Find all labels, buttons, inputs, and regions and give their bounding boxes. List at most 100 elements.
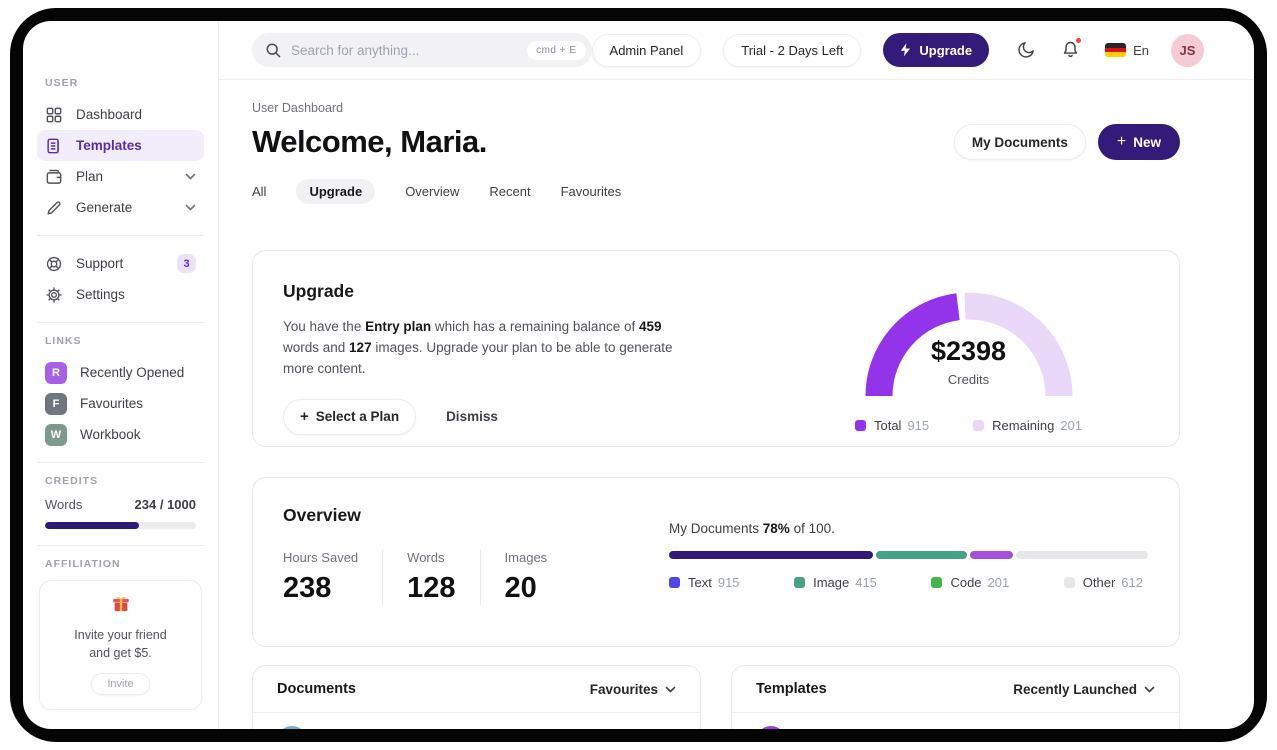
link-initial-badge: W	[45, 423, 67, 446]
language-selector[interactable]: En	[1105, 43, 1149, 58]
chevron-down-icon	[185, 204, 196, 211]
documents-card: Documents Favourites Untitled Document i…	[252, 665, 701, 729]
sidebar-item-label: Plan	[76, 169, 104, 184]
new-button[interactable]: + New	[1097, 124, 1180, 160]
credits-value: 234 / 1000	[134, 497, 196, 512]
sidebar-link-label: Favourites	[80, 396, 144, 411]
stat-words: Words 128	[382, 550, 479, 605]
search-input[interactable]	[291, 42, 519, 58]
invite-button[interactable]: Invite	[91, 673, 150, 695]
link-initial-badge: F	[45, 392, 67, 415]
select-plan-button[interactable]: + Select a Plan	[283, 398, 417, 435]
page-title: Welcome, Maria.	[252, 124, 487, 159]
tab-recent[interactable]: Recent	[489, 184, 531, 199]
trial-status-button[interactable]: Trial - 2 Days Left	[723, 33, 862, 67]
overview-card-title: Overview	[283, 505, 361, 525]
user-avatar[interactable]: JS	[1171, 33, 1204, 67]
templates-filter-dropdown[interactable]: Recently Launched	[1013, 682, 1155, 697]
legend-item-total: Total 915	[854, 418, 929, 433]
tab-favourites[interactable]: Favourites	[560, 184, 622, 199]
gear-icon	[46, 286, 62, 303]
sidebar-item-support[interactable]: Support 3	[37, 248, 204, 279]
legend-item-remaining: Remaining 201	[973, 418, 1082, 433]
device-frame: USER Dashboard Templates Plan Generate	[10, 8, 1267, 742]
app-window: USER Dashboard Templates Plan Generate	[23, 21, 1254, 729]
breadcrumb: User Dashboard	[252, 101, 344, 115]
legend-swatch	[794, 577, 806, 588]
sidebar-item-generate[interactable]: Generate	[37, 192, 204, 223]
stat-images: Images 20	[479, 550, 572, 605]
upgrade-card-body: You have the Entry plan which has a rema…	[283, 319, 673, 376]
search-bar[interactable]: cmd + E	[252, 33, 592, 67]
sidebar-item-settings[interactable]: Settings	[37, 279, 204, 310]
plus-icon: +	[1116, 133, 1127, 150]
document-list-item[interactable]: Untitled Document in Workbook	[253, 713, 700, 729]
documents-filter-dropdown[interactable]: Favourites	[590, 682, 676, 697]
sidebar-item-dashboard[interactable]: Dashboard	[37, 99, 204, 130]
dismiss-button[interactable]: Dismiss	[446, 409, 498, 425]
overview-stats: Hours Saved 238 Words 128 Images 20	[283, 550, 665, 605]
tab-all[interactable]: All	[252, 184, 267, 199]
gauge-value: $2398	[930, 336, 1007, 366]
overview-card: Overview Hours Saved 238 Words 128	[252, 477, 1180, 647]
main-content: User Dashboard Welcome, Maria. My Docume…	[219, 80, 1254, 729]
legend-item-other: Other 612	[1063, 575, 1143, 590]
sidebar-item-templates[interactable]: Templates	[37, 130, 204, 161]
upgrade-card-title: Upgrade	[283, 281, 354, 301]
sidebar-item-label: Templates	[76, 138, 142, 153]
german-flag-icon	[1105, 43, 1127, 57]
tab-upgrade[interactable]: Upgrade	[296, 179, 376, 204]
lifebuoy-icon	[46, 256, 62, 271]
upgrade-card: Upgrade You have the Entry plan which ha…	[252, 250, 1180, 447]
sidebar-link-label: Workbook	[80, 427, 141, 442]
bar-segment-text	[669, 551, 873, 559]
topbar: cmd + E Admin Panel Trial - 2 Days Left …	[219, 21, 1254, 80]
legend-item-text: Text 915	[669, 575, 740, 590]
legend-swatch	[669, 577, 680, 588]
moon-icon	[1018, 42, 1034, 58]
sidebar-section-credits: CREDITS	[45, 475, 99, 487]
legend-swatch	[1063, 577, 1075, 588]
affiliation-text: Invite your friend and get $5.	[74, 628, 167, 660]
credits-progress-bar	[45, 522, 196, 529]
gauge-caption: Credits	[947, 372, 990, 387]
language-label: En	[1133, 42, 1149, 58]
admin-panel-button[interactable]: Admin Panel	[591, 33, 702, 67]
sidebar-item-plan[interactable]: Plan	[37, 161, 204, 192]
dark-mode-toggle[interactable]	[1016, 40, 1036, 60]
dashboard-grid-icon	[46, 107, 62, 122]
sidebar-link-favourites[interactable]: F Favourites	[37, 388, 204, 419]
notifications-button[interactable]	[1061, 37, 1083, 60]
templates-card-title: Templates	[756, 681, 827, 697]
sidebar-section-affiliation: AFFILIATION	[45, 558, 121, 570]
bar-segment-other	[1016, 551, 1149, 559]
upgrade-button[interactable]: Upgrade	[883, 33, 990, 67]
filter-tabs: All Upgrade Overview Recent Favourites	[252, 179, 1180, 204]
sidebar-item-label: Dashboard	[76, 107, 143, 122]
gauge-legend: Total 915 Remaining 201	[854, 418, 1082, 433]
chevron-down-icon	[665, 686, 676, 692]
gauge-arc-total	[865, 293, 960, 397]
credits-gauge-chart: $2398 Credits	[854, 281, 1084, 403]
documents-card-title: Documents	[277, 681, 356, 697]
credits-name: Words	[45, 497, 83, 512]
template-list-item[interactable]: Blog Post Title in Workbook	[732, 713, 1179, 729]
legend-item-image: Image 415	[794, 575, 877, 590]
gauge-arc-remaining	[963, 292, 1072, 397]
documents-bar-legend: Text 915 Image 415 Code 20	[669, 575, 1149, 590]
credits-progress-fill	[45, 522, 139, 529]
support-count-badge: 3	[177, 254, 196, 273]
affiliation-card: Invite your friend and get $5. Invite	[39, 580, 202, 710]
bar-segment-code	[970, 551, 1014, 559]
my-documents-button[interactable]: My Documents	[953, 124, 1086, 160]
notification-dot	[1075, 37, 1083, 44]
sidebar-item-label: Generate	[76, 200, 133, 215]
sidebar-link-recently-opened[interactable]: R Recently Opened	[37, 357, 204, 388]
tab-overview[interactable]: Overview	[405, 184, 460, 199]
bar-segment-image	[876, 551, 968, 559]
plus-icon: +	[300, 408, 309, 426]
legend-swatch	[973, 420, 985, 431]
sidebar-link-workbook[interactable]: W Workbook	[37, 419, 204, 450]
sidebar-section-user: USER	[45, 77, 79, 89]
link-initial-badge: R	[45, 361, 67, 384]
